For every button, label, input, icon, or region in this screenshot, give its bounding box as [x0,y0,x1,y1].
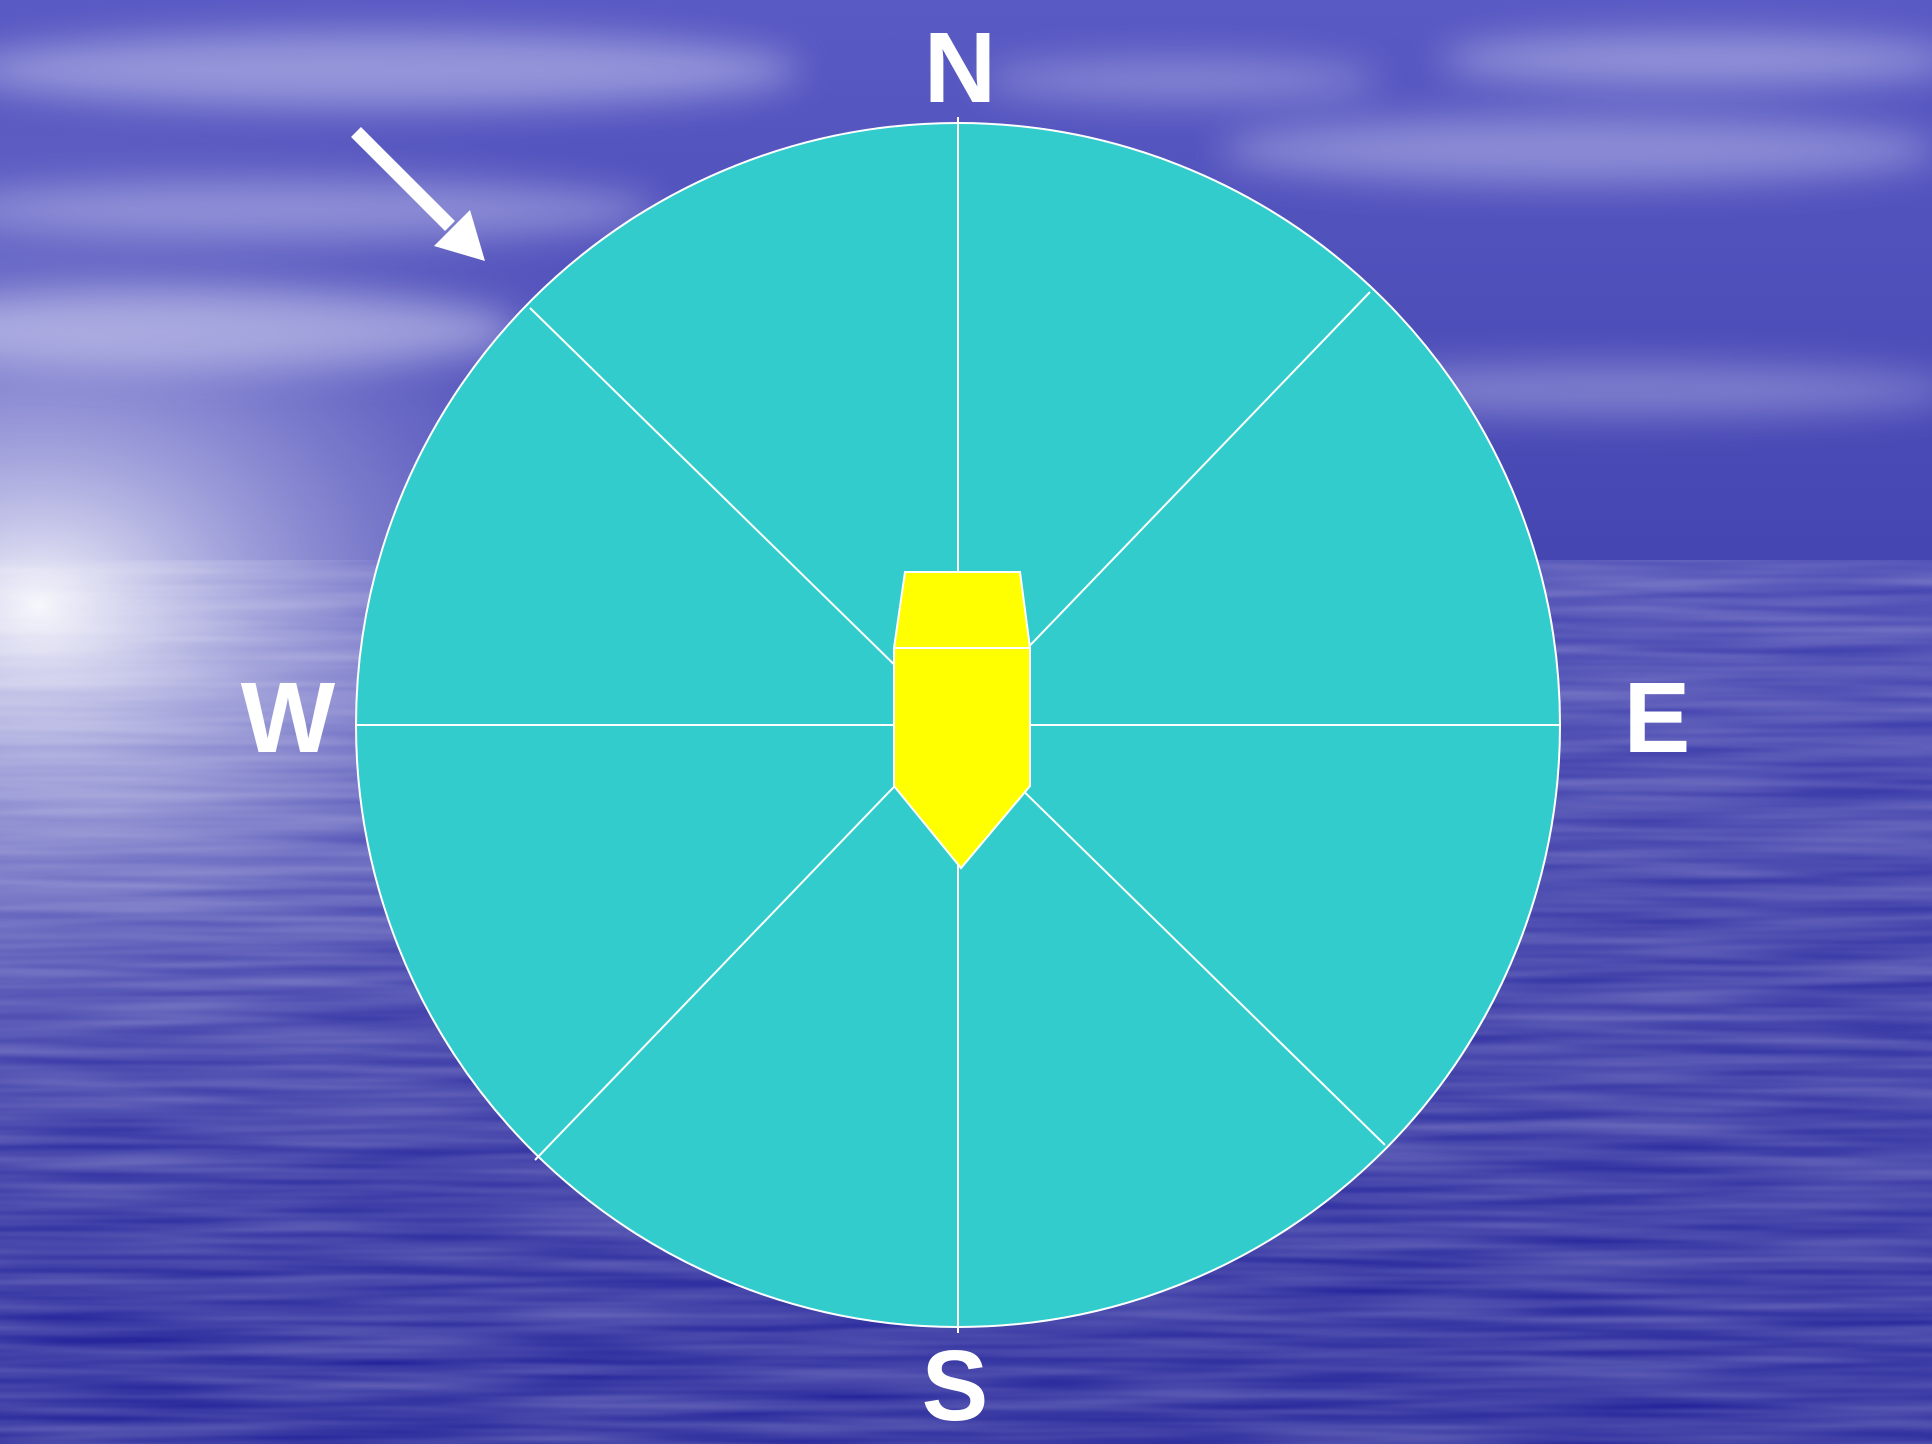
arrow-down-right-icon [351,127,485,261]
boat-cabin [892,571,1032,649]
label-south: S [922,1330,989,1442]
boat-icon [892,571,1032,870]
label-north: N [924,12,996,124]
boat-hull [893,647,1031,870]
label-west: W [241,662,336,774]
label-east: E [1624,662,1691,774]
